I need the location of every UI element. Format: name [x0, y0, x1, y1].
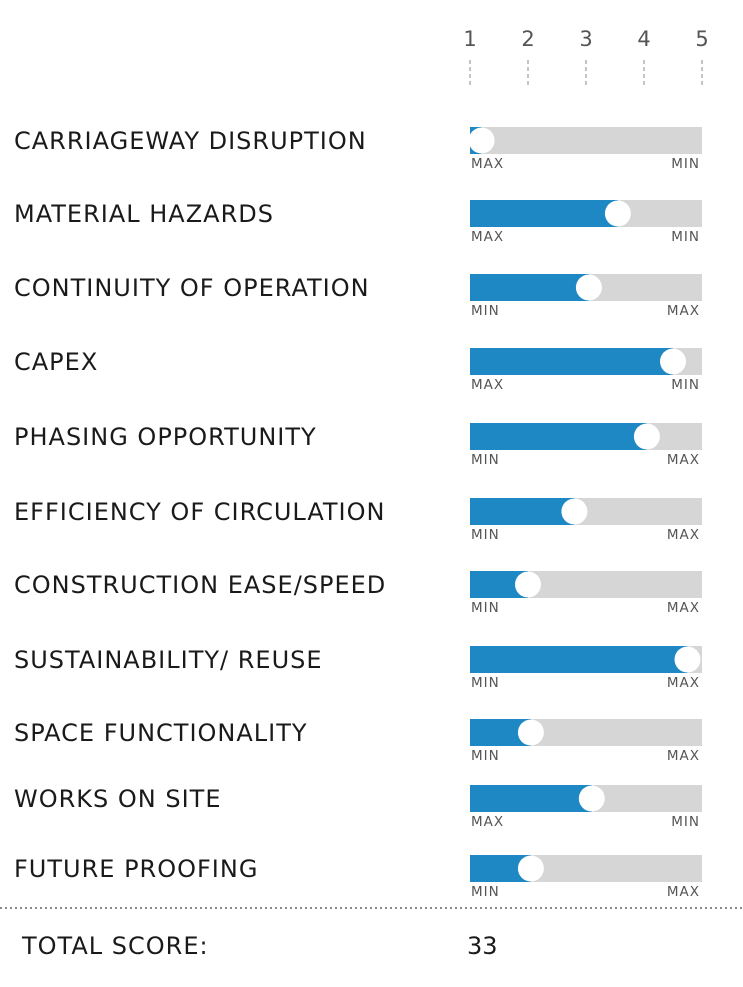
- scale-right-end-label: MIN: [671, 814, 700, 830]
- criterion-label: PHASING OPPORTUNITY: [14, 423, 317, 451]
- scale-right-end-label: MAX: [667, 884, 700, 900]
- criterion-row: EFFICIENCY OF CIRCULATION MIN MAX: [14, 498, 702, 543]
- score-knob[interactable]: [633, 423, 660, 450]
- scale-tick-label: 4: [637, 27, 650, 51]
- criterion-label: EFFICIENCY OF CIRCULATION: [14, 498, 385, 526]
- score-knob[interactable]: [674, 646, 701, 673]
- criterion-label: CARRIAGEWAY DISRUPTION: [14, 127, 367, 155]
- score-track: [470, 127, 702, 154]
- criterion-row: WORKS ON SITE MAX MIN: [14, 785, 702, 830]
- criterion-label: MATERIAL HAZARDS: [14, 200, 274, 228]
- criterion-label: WORKS ON SITE: [14, 785, 222, 813]
- score-knob[interactable]: [515, 571, 541, 598]
- score-knob[interactable]: [561, 498, 588, 525]
- criterion-row: FUTURE PROOFING MIN MAX: [14, 855, 702, 900]
- criterion-label: CONTINUITY OF OPERATION: [14, 274, 370, 302]
- scale-right-end-label: MAX: [667, 675, 700, 691]
- criterion-row: PHASING OPPORTUNITY MIN MAX: [14, 423, 702, 468]
- criterion-label: SUSTAINABILITY/ REUSE: [14, 646, 323, 674]
- criterion-row: SPACE FUNCTIONALITY MIN MAX: [14, 719, 702, 764]
- scale-right-end-label: MIN: [671, 377, 700, 393]
- total-score-label: TOTAL SCORE:: [21, 932, 209, 960]
- scale-right-end-label: MAX: [667, 452, 700, 468]
- scale-right-end-label: MAX: [667, 600, 700, 616]
- score-knob[interactable]: [468, 127, 495, 154]
- scale-right-end-label: MAX: [667, 303, 700, 319]
- scale-left-end-label: MIN: [471, 675, 500, 691]
- score-knob[interactable]: [575, 274, 602, 301]
- scale-ticks: 1 2 3 4 5: [463, 27, 709, 86]
- scale-left-end-label: MAX: [471, 156, 504, 172]
- score-bar: [470, 423, 647, 450]
- total-score-value: 33: [467, 932, 498, 960]
- scale-right-end-label: MAX: [667, 527, 700, 543]
- score-knob[interactable]: [604, 200, 631, 227]
- scale-left-end-label: MIN: [471, 452, 500, 468]
- score-bar: [470, 498, 575, 525]
- score-bar: [470, 785, 592, 812]
- score-knob[interactable]: [517, 719, 544, 746]
- criterion-label: CAPEX: [14, 348, 98, 376]
- scale-tick-label: 2: [521, 27, 534, 51]
- scale-tick-label: 3: [579, 27, 592, 51]
- scale-right-end-label: MIN: [671, 229, 700, 245]
- criterion-row: SUSTAINABILITY/ REUSE MIN MAX: [14, 646, 702, 691]
- scale-left-end-label: MIN: [471, 527, 500, 543]
- criterion-row: CONSTRUCTION EASE/SPEED MIN MAX: [14, 571, 702, 616]
- criterion-row: CAPEX MAX MIN: [14, 348, 702, 393]
- criterion-row: MATERIAL HAZARDS MAX MIN: [14, 200, 702, 245]
- score-bar: [470, 348, 673, 375]
- scale-left-end-label: MIN: [471, 748, 500, 764]
- scale-tick-label: 1: [463, 27, 476, 51]
- criterion-label: CONSTRUCTION EASE/SPEED: [14, 571, 386, 599]
- scale-left-end-label: MIN: [471, 600, 500, 616]
- criterion-row: CARRIAGEWAY DISRUPTION MAX MIN: [14, 127, 702, 172]
- score-knob[interactable]: [660, 348, 686, 375]
- scale-tick-label: 5: [695, 27, 708, 51]
- criterion-label: FUTURE PROOFING: [14, 855, 258, 883]
- score-bar: [470, 274, 589, 301]
- scale-right-end-label: MIN: [671, 156, 700, 172]
- criterion-label: SPACE FUNCTIONALITY: [14, 719, 308, 747]
- score-knob[interactable]: [578, 785, 605, 812]
- scale-left-end-label: MAX: [471, 377, 504, 393]
- scale-right-end-label: MAX: [667, 748, 700, 764]
- score-knob[interactable]: [517, 855, 544, 882]
- score-bar: [470, 646, 688, 673]
- score-bar: [470, 200, 618, 227]
- scale-left-end-label: MAX: [471, 814, 504, 830]
- scale-left-end-label: MIN: [471, 303, 500, 319]
- scale-left-end-label: MIN: [471, 884, 500, 900]
- criterion-row: CONTINUITY OF OPERATION MIN MAX: [14, 274, 702, 319]
- scale-left-end-label: MAX: [471, 229, 504, 245]
